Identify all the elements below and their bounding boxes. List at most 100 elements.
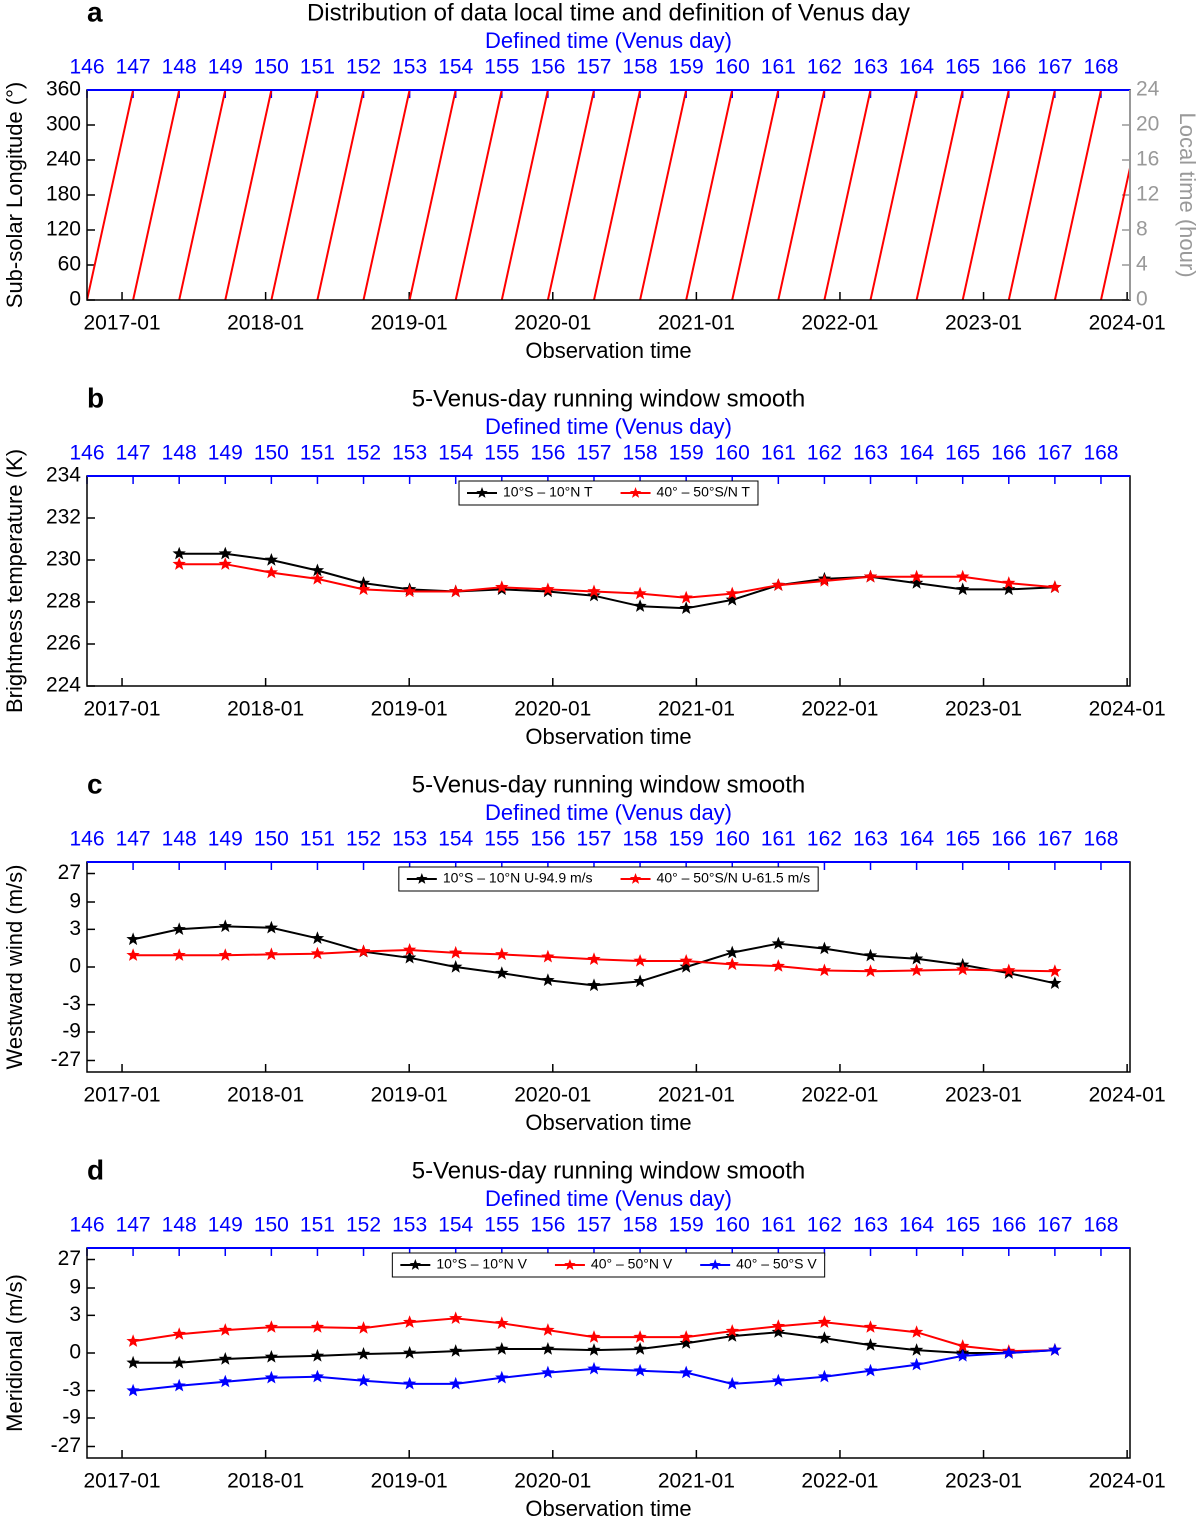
x2-tick-label: 154 — [438, 442, 473, 465]
x2-tick-label: 159 — [669, 442, 704, 465]
star-marker — [1002, 963, 1016, 977]
star-marker — [541, 973, 555, 986]
legend-label: 40° – 50°S/N U-61.5 m/s — [657, 870, 811, 886]
star-marker — [310, 1348, 325, 1362]
star-marker — [679, 1336, 693, 1349]
x2-tick-label: 150 — [254, 1214, 289, 1237]
series-line — [179, 563, 1055, 599]
legend-label: 40° – 50°S V — [736, 1256, 817, 1272]
x2-tick-label: 161 — [761, 1214, 796, 1237]
x2-tick-label: 151 — [300, 56, 335, 79]
star-marker — [863, 569, 878, 583]
star-marker — [725, 592, 739, 606]
star-marker — [633, 1330, 647, 1343]
legend-item: 40° – 50°S V — [700, 1256, 817, 1272]
x2-tick-label: 162 — [807, 1214, 842, 1237]
x2-tick-label: 165 — [945, 828, 980, 851]
star-marker — [587, 588, 601, 602]
star-marker — [909, 1325, 924, 1338]
legend-marker — [416, 873, 428, 884]
x-axis-label: Observation time — [525, 338, 691, 363]
y-tick-label: 234 — [46, 464, 81, 487]
x2-tick-label: 155 — [484, 56, 519, 79]
star-marker — [495, 947, 509, 961]
star-marker — [264, 947, 278, 961]
x2-tick-label: 146 — [69, 56, 104, 79]
y-tick-label: 360 — [46, 78, 81, 101]
y-tick-label: 9 — [69, 890, 81, 913]
star-marker — [725, 1324, 739, 1337]
legend-marker — [476, 487, 488, 498]
star-marker — [449, 584, 463, 598]
star-marker — [909, 951, 924, 965]
star-marker — [264, 553, 278, 566]
legend-box — [458, 480, 759, 506]
plot-frame — [86, 89, 1131, 301]
y-tick-label: 228 — [46, 590, 81, 613]
legend-item: 10°S – 10°N V — [400, 1256, 528, 1272]
x2-tick-label: 150 — [254, 442, 289, 465]
x2-tick-label: 168 — [1083, 828, 1118, 851]
star-marker — [725, 957, 739, 971]
star-marker — [403, 1346, 417, 1359]
star-marker — [587, 978, 601, 992]
star-marker — [541, 949, 555, 963]
x2-tick-label: 151 — [300, 1214, 335, 1237]
x-tick-label: 2017-01 — [83, 1084, 160, 1107]
x2-tick-label: 160 — [715, 56, 750, 79]
chart-title: 5-Venus-day running window smooth — [412, 1157, 806, 1184]
legend: 10°S – 10°N T 40° – 50°S/N T — [458, 480, 759, 506]
x2-tick-label: 146 — [69, 1214, 104, 1237]
star-marker — [403, 1376, 417, 1390]
star-marker — [172, 557, 186, 570]
star-marker — [633, 586, 647, 600]
y-tick-label: 300 — [46, 113, 81, 136]
y-axis-label: Meridional (m/s) — [2, 1274, 27, 1432]
x2-tick-label: 150 — [254, 56, 289, 79]
x2-tick-label: 163 — [853, 442, 888, 465]
star-marker — [264, 1320, 278, 1333]
x2-tick-label: 156 — [530, 828, 565, 851]
star-marker — [771, 936, 785, 950]
star-marker — [1002, 1346, 1016, 1359]
x2-axis-label: Defined time (Venus day) — [485, 800, 732, 825]
x-tick-label: 2018-01 — [227, 1084, 304, 1107]
star-marker — [817, 1315, 832, 1328]
x2-tick-label: 148 — [162, 56, 197, 79]
y-tick-label: 224 — [46, 674, 81, 697]
x2-tick-label: 159 — [669, 56, 704, 79]
x2-tick-label: 147 — [116, 828, 151, 851]
x-tick-label: 2020-01 — [514, 1084, 591, 1107]
x2-tick-label: 148 — [162, 442, 197, 465]
star-marker — [587, 1330, 601, 1343]
x2-tick-label: 160 — [715, 1214, 750, 1237]
star-marker — [310, 571, 325, 585]
x2-tick-label: 161 — [761, 828, 796, 851]
x2-tick-label: 152 — [346, 442, 381, 465]
star-marker — [356, 944, 371, 958]
star-marker — [863, 1363, 878, 1377]
star-marker — [587, 1343, 601, 1356]
x-tick-label: 2024-01 — [1089, 1470, 1166, 1493]
x2-tick-label: 160 — [715, 442, 750, 465]
star-marker — [495, 1370, 509, 1384]
star-marker — [356, 1373, 371, 1387]
x2-tick-label: 163 — [853, 56, 888, 79]
star-marker — [956, 1348, 970, 1362]
legend: 10°S – 10°N V 40° – 50°N V 40° – 50°S V — [391, 1252, 826, 1278]
star-marker — [495, 966, 509, 979]
y-tick-label: 0 — [69, 288, 81, 311]
x-tick-label: 2017-01 — [83, 698, 160, 721]
legend-marker — [629, 487, 642, 498]
y2-tick-label: 12 — [1136, 183, 1159, 206]
x2-tick-label: 165 — [945, 56, 980, 79]
x2-tick-label: 162 — [807, 442, 842, 465]
star-marker — [1002, 576, 1016, 589]
y-tick-label: 3 — [69, 917, 81, 940]
star-marker — [956, 962, 970, 976]
legend-label: 10°S – 10°N V — [436, 1256, 527, 1272]
y-axis-label: Sub-solar Longitude (°) — [2, 82, 27, 308]
y2-tick-label: 8 — [1136, 218, 1148, 241]
star-marker — [1048, 1343, 1062, 1356]
star-marker — [310, 931, 325, 944]
